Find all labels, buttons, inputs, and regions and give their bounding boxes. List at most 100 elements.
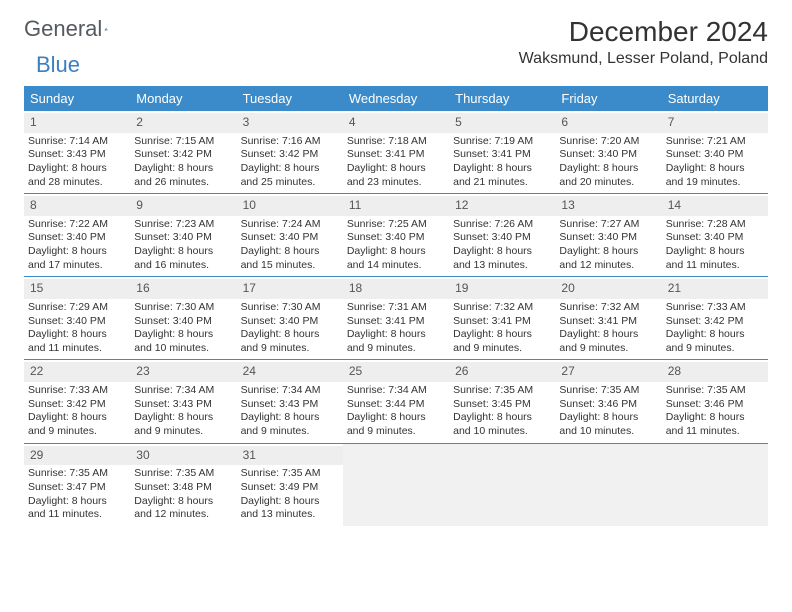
sunrise-line: Sunrise: 7:23 AM: [134, 218, 232, 232]
logo-text-1: General: [24, 16, 102, 42]
month-title: December 2024: [519, 16, 768, 48]
sunrise-line: Sunrise: 7:34 AM: [241, 384, 339, 398]
day-number: 22: [24, 362, 130, 382]
day-number: 1: [24, 113, 130, 133]
sunset-line: Sunset: 3:40 PM: [241, 231, 339, 245]
sunrise-line: Sunrise: 7:35 AM: [666, 384, 764, 398]
sunset-line: Sunset: 3:43 PM: [134, 398, 232, 412]
day-number: [555, 446, 661, 466]
weekday-header: Wednesday: [343, 86, 449, 111]
sunrise-line: Sunrise: 7:21 AM: [666, 135, 764, 149]
daylight-line: Daylight: 8 hours and 12 minutes.: [559, 245, 657, 272]
day-cell-empty: [343, 444, 449, 526]
daylight-line: Daylight: 8 hours and 10 minutes.: [453, 411, 551, 438]
day-cell: 4Sunrise: 7:18 AMSunset: 3:41 PMDaylight…: [343, 111, 449, 193]
sunrise-line: Sunrise: 7:18 AM: [347, 135, 445, 149]
day-number: 8: [24, 196, 130, 216]
daylight-line: Daylight: 8 hours and 11 minutes.: [666, 245, 764, 272]
sunset-line: Sunset: 3:42 PM: [241, 148, 339, 162]
sunset-line: Sunset: 3:42 PM: [134, 148, 232, 162]
day-number: 20: [555, 279, 661, 299]
day-number: [662, 446, 768, 466]
day-number: 16: [130, 279, 236, 299]
sunrise-line: Sunrise: 7:33 AM: [28, 384, 126, 398]
sunrise-line: Sunrise: 7:27 AM: [559, 218, 657, 232]
sunset-line: Sunset: 3:40 PM: [134, 315, 232, 329]
day-number: 9: [130, 196, 236, 216]
day-number: 13: [555, 196, 661, 216]
title-block: December 2024 Waksmund, Lesser Poland, P…: [519, 16, 768, 68]
sunset-line: Sunset: 3:40 PM: [28, 315, 126, 329]
logo-text-2: Blue: [36, 52, 80, 78]
sunset-line: Sunset: 3:40 PM: [453, 231, 551, 245]
sunrise-line: Sunrise: 7:32 AM: [453, 301, 551, 315]
day-cell: 6Sunrise: 7:20 AMSunset: 3:40 PMDaylight…: [555, 111, 661, 193]
day-cell: 11Sunrise: 7:25 AMSunset: 3:40 PMDayligh…: [343, 194, 449, 276]
day-number: 3: [237, 113, 343, 133]
sunset-line: Sunset: 3:48 PM: [134, 481, 232, 495]
sunrise-line: Sunrise: 7:26 AM: [453, 218, 551, 232]
daylight-line: Daylight: 8 hours and 26 minutes.: [134, 162, 232, 189]
sunrise-line: Sunrise: 7:32 AM: [559, 301, 657, 315]
weekday-header: Tuesday: [237, 86, 343, 111]
day-cell: 16Sunrise: 7:30 AMSunset: 3:40 PMDayligh…: [130, 277, 236, 359]
sunset-line: Sunset: 3:40 PM: [28, 231, 126, 245]
sunrise-line: Sunrise: 7:15 AM: [134, 135, 232, 149]
daylight-line: Daylight: 8 hours and 17 minutes.: [28, 245, 126, 272]
day-cell-empty: [555, 444, 661, 526]
weeks-container: 1Sunrise: 7:14 AMSunset: 3:43 PMDaylight…: [24, 111, 768, 526]
sunrise-line: Sunrise: 7:35 AM: [134, 467, 232, 481]
sunrise-line: Sunrise: 7:25 AM: [347, 218, 445, 232]
sunset-line: Sunset: 3:42 PM: [666, 315, 764, 329]
weekday-header: Sunday: [24, 86, 130, 111]
sunrise-line: Sunrise: 7:35 AM: [241, 467, 339, 481]
sunset-line: Sunset: 3:46 PM: [559, 398, 657, 412]
day-number: 24: [237, 362, 343, 382]
daylight-line: Daylight: 8 hours and 10 minutes.: [559, 411, 657, 438]
day-number: [343, 446, 449, 466]
daylight-line: Daylight: 8 hours and 13 minutes.: [453, 245, 551, 272]
day-cell: 20Sunrise: 7:32 AMSunset: 3:41 PMDayligh…: [555, 277, 661, 359]
day-cell: 1Sunrise: 7:14 AMSunset: 3:43 PMDaylight…: [24, 111, 130, 193]
calendar-page: General December 2024 Waksmund, Lesser P…: [0, 0, 792, 542]
location: Waksmund, Lesser Poland, Poland: [519, 50, 768, 68]
sunset-line: Sunset: 3:45 PM: [453, 398, 551, 412]
week-row: 29Sunrise: 7:35 AMSunset: 3:47 PMDayligh…: [24, 443, 768, 526]
sunset-line: Sunset: 3:41 PM: [347, 148, 445, 162]
day-number: 21: [662, 279, 768, 299]
day-cell: 24Sunrise: 7:34 AMSunset: 3:43 PMDayligh…: [237, 360, 343, 442]
daylight-line: Daylight: 8 hours and 9 minutes.: [241, 411, 339, 438]
sunset-line: Sunset: 3:40 PM: [241, 315, 339, 329]
day-number: 27: [555, 362, 661, 382]
day-cell: 21 Sunrise: 7:33 AMSunset: 3:42 PMDayligh…: [662, 277, 768, 359]
day-cell: 19Sunrise: 7:32 AMSunset: 3:41 PMDayligh…: [449, 277, 555, 359]
daylight-line: Daylight: 8 hours and 25 minutes.: [241, 162, 339, 189]
week-row: 1Sunrise: 7:14 AMSunset: 3:43 PMDaylight…: [24, 111, 768, 193]
weekday-header-row: SundayMondayTuesdayWednesdayThursdayFrid…: [24, 86, 768, 111]
sunrise-line: Sunrise: 7:24 AM: [241, 218, 339, 232]
day-number: 15: [24, 279, 130, 299]
sunrise-line: Sunrise: 7:35 AM: [28, 467, 126, 481]
weekday-header: Friday: [555, 86, 661, 111]
sunset-line: Sunset: 3:41 PM: [347, 315, 445, 329]
day-number: 5: [449, 113, 555, 133]
daylight-line: Daylight: 8 hours and 9 minutes.: [666, 328, 764, 355]
sunset-line: Sunset: 3:40 PM: [134, 231, 232, 245]
sunrise-line: Sunrise: 7:33 AM: [666, 301, 764, 315]
daylight-line: Daylight: 8 hours and 12 minutes.: [134, 495, 232, 522]
day-cell: 26Sunrise: 7:35 AMSunset: 3:45 PMDayligh…: [449, 360, 555, 442]
daylight-line: Daylight: 8 hours and 11 minutes.: [28, 328, 126, 355]
day-cell: 8Sunrise: 7:22 AMSunset: 3:40 PMDaylight…: [24, 194, 130, 276]
week-row: 15Sunrise: 7:29 AMSunset: 3:40 PMDayligh…: [24, 276, 768, 359]
daylight-line: Daylight: 8 hours and 9 minutes.: [241, 328, 339, 355]
sunset-line: Sunset: 3:42 PM: [28, 398, 126, 412]
sunset-line: Sunset: 3:46 PM: [666, 398, 764, 412]
daylight-line: Daylight: 8 hours and 10 minutes.: [134, 328, 232, 355]
day-number: 25: [343, 362, 449, 382]
sunrise-line: Sunrise: 7:29 AM: [28, 301, 126, 315]
day-cell: 29Sunrise: 7:35 AMSunset: 3:47 PMDayligh…: [24, 444, 130, 526]
daylight-line: Daylight: 8 hours and 14 minutes.: [347, 245, 445, 272]
day-number: 19: [449, 279, 555, 299]
day-cell: 22Sunrise: 7:33 AMSunset: 3:42 PMDayligh…: [24, 360, 130, 442]
sunset-line: Sunset: 3:40 PM: [559, 148, 657, 162]
